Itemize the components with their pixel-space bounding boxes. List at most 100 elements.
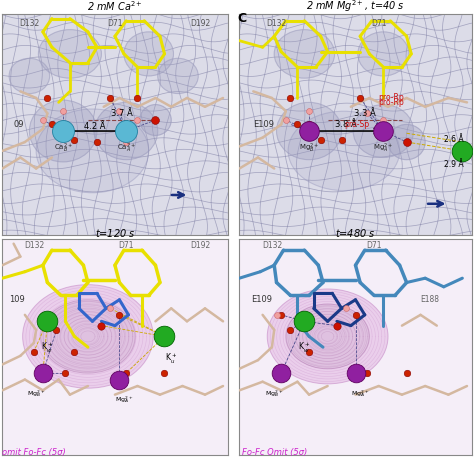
- Point: [363, 369, 371, 377]
- Point: [122, 127, 130, 135]
- Point: [59, 108, 67, 115]
- Point: [98, 322, 105, 329]
- Ellipse shape: [9, 58, 50, 93]
- Point: [333, 322, 341, 329]
- Point: [59, 127, 67, 135]
- Text: C: C: [237, 12, 246, 25]
- Text: D132: D132: [24, 241, 44, 250]
- Ellipse shape: [95, 102, 158, 160]
- Ellipse shape: [29, 100, 97, 162]
- Text: Mg$^{2+}_B$: Mg$^{2+}_B$: [299, 142, 319, 155]
- Point: [39, 116, 46, 124]
- Point: [134, 94, 141, 102]
- Point: [293, 121, 301, 128]
- Ellipse shape: [23, 285, 153, 388]
- Point: [39, 311, 46, 319]
- Text: 09: 09: [14, 120, 24, 129]
- Point: [352, 369, 359, 377]
- Ellipse shape: [267, 289, 388, 384]
- Point: [93, 138, 100, 146]
- Ellipse shape: [124, 32, 173, 76]
- Point: [338, 136, 346, 144]
- Text: D192: D192: [191, 18, 210, 27]
- Point: [71, 136, 78, 144]
- Point: [44, 311, 51, 319]
- Text: Mg$^{2+}_B$: Mg$^{2+}_B$: [27, 388, 46, 399]
- Ellipse shape: [38, 30, 101, 78]
- Text: pro-Sp: pro-Sp: [344, 120, 369, 129]
- Point: [39, 369, 46, 377]
- Point: [30, 348, 37, 356]
- Point: [403, 138, 410, 146]
- Point: [62, 121, 69, 128]
- Point: [273, 311, 280, 319]
- Text: D192: D192: [191, 241, 210, 250]
- Point: [71, 348, 78, 356]
- Text: D71: D71: [118, 241, 134, 250]
- Point: [317, 136, 324, 144]
- Text: 4.2 Å: 4.2 Å: [84, 122, 105, 131]
- Point: [287, 94, 294, 102]
- Point: [287, 326, 294, 334]
- Point: [363, 109, 371, 117]
- Text: Ca$^{2+}_B$: Ca$^{2+}_B$: [54, 142, 73, 155]
- Ellipse shape: [158, 58, 198, 93]
- Point: [116, 311, 123, 319]
- Ellipse shape: [274, 30, 335, 78]
- Point: [352, 311, 359, 319]
- Ellipse shape: [140, 105, 171, 136]
- Title: $t$=480 s: $t$=480 s: [335, 227, 376, 238]
- Text: D71: D71: [107, 18, 123, 27]
- Text: K$^+_w$: K$^+_w$: [41, 341, 54, 355]
- Text: 2.9 Å: 2.9 Å: [444, 160, 464, 169]
- Point: [305, 127, 313, 135]
- Text: D71: D71: [371, 18, 386, 27]
- Text: pro-Rp: pro-Rp: [379, 98, 404, 107]
- Point: [122, 369, 130, 377]
- Text: 3.8 Å: 3.8 Å: [335, 120, 357, 129]
- Point: [53, 326, 60, 334]
- Point: [116, 376, 123, 383]
- Text: Fo-Fc Omit (5σ): Fo-Fc Omit (5σ): [242, 448, 307, 457]
- Point: [48, 121, 55, 128]
- Ellipse shape: [353, 105, 413, 157]
- Text: Mg$^{2+}_A$: Mg$^{2+}_A$: [351, 388, 369, 399]
- Point: [161, 333, 168, 340]
- Ellipse shape: [36, 109, 149, 193]
- Point: [305, 108, 313, 115]
- Text: 3.7 Å: 3.7 Å: [111, 109, 133, 118]
- Point: [301, 318, 308, 325]
- Point: [305, 121, 313, 128]
- Point: [403, 369, 410, 377]
- Ellipse shape: [276, 102, 342, 160]
- Title: 2 $mM$ Mg$^{2+}$, $t$=40 s: 2 $mM$ Mg$^{2+}$, $t$=40 s: [306, 0, 405, 14]
- Text: K$^+_u$: K$^+_u$: [165, 352, 177, 366]
- Text: K$^+_w$: K$^+_w$: [298, 341, 310, 355]
- Point: [122, 138, 130, 146]
- Text: D132: D132: [262, 241, 282, 250]
- Point: [356, 94, 364, 102]
- Text: D132: D132: [266, 18, 287, 27]
- Title: $t$=120 s: $t$=120 s: [95, 227, 135, 238]
- Ellipse shape: [288, 111, 400, 191]
- Point: [62, 369, 69, 377]
- Text: 3.3 Å: 3.3 Å: [354, 109, 376, 118]
- Point: [44, 94, 51, 102]
- Text: Mg$^{2+}_B$: Mg$^{2+}_B$: [265, 388, 283, 399]
- Point: [282, 116, 290, 124]
- Text: pro-Rp: pro-Rp: [379, 93, 404, 102]
- Point: [277, 311, 285, 319]
- Text: E109: E109: [253, 120, 274, 129]
- Ellipse shape: [358, 32, 409, 76]
- Point: [277, 369, 285, 377]
- Text: D71: D71: [366, 241, 382, 250]
- Ellipse shape: [41, 300, 135, 373]
- Point: [305, 348, 313, 356]
- Text: Ca$^{2+}_A$: Ca$^{2+}_A$: [117, 142, 136, 155]
- Point: [116, 108, 123, 115]
- Text: 109: 109: [9, 295, 25, 304]
- Point: [342, 305, 350, 312]
- Point: [107, 305, 114, 312]
- Title: 2 $mM$ Ca$^{2+}$: 2 $mM$ Ca$^{2+}$: [87, 0, 143, 13]
- Text: Mg$^{2+}_A$: Mg$^{2+}_A$: [373, 142, 393, 155]
